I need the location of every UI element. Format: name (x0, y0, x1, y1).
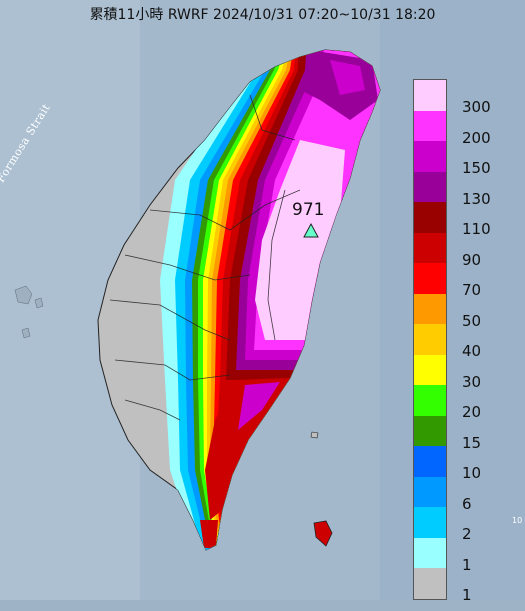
max-rainfall-marker-icon (303, 222, 319, 238)
legend-swatch (414, 171, 446, 202)
max-rainfall-value: 971 (292, 200, 325, 220)
legend-label: 10 (462, 464, 482, 482)
legend-swatch (414, 110, 446, 141)
county-boundaries (109, 94, 301, 421)
legend-label: 50 (462, 311, 482, 330)
legend-swatch (414, 385, 446, 416)
legend-label: 200 (462, 128, 491, 147)
penghu-islands (14, 285, 44, 339)
orchid-island (313, 520, 333, 547)
legend-label: 15 (462, 433, 482, 452)
map-title: 累積11小時 RWRF 2024/10/31 07:20~10/31 18:20 (89, 7, 436, 23)
legend-label: 130 (462, 189, 491, 208)
legend-swatch (414, 568, 446, 599)
legend-label: 40 (462, 342, 482, 360)
legend-label: 150 (462, 159, 491, 177)
coordinate-mark: 10 (512, 516, 523, 525)
legend-label: 1 (462, 555, 472, 574)
legend-swatch (414, 293, 446, 324)
legend-label: 300 (462, 98, 491, 116)
legend-swatch (414, 476, 446, 507)
legend-label: 30 (462, 372, 482, 391)
legend-label: 90 (462, 250, 482, 269)
color-legend (413, 79, 447, 600)
legend-label: 110 (462, 220, 491, 238)
legend-label: 1 (462, 586, 472, 604)
legend-label: 2 (462, 525, 472, 543)
green-island (310, 431, 319, 439)
legend-swatch (414, 80, 446, 111)
legend-swatch (414, 324, 446, 355)
legend-swatch (414, 446, 446, 477)
legend-swatch (414, 263, 446, 294)
legend-labels: 300 200 150 130 110 90 70 50 40 30 20 15 10 6 2 1 1 (462, 92, 522, 611)
legend-swatch (414, 141, 446, 172)
legend-swatch (414, 537, 446, 568)
legend-swatch (414, 202, 446, 233)
legend-swatch (414, 354, 446, 385)
legend-swatch (414, 507, 446, 538)
legend-label: 6 (462, 494, 472, 513)
legend-label: 70 (462, 281, 482, 299)
legend-label: 20 (462, 403, 482, 421)
legend-swatch (414, 232, 446, 263)
legend-swatch (414, 415, 446, 446)
